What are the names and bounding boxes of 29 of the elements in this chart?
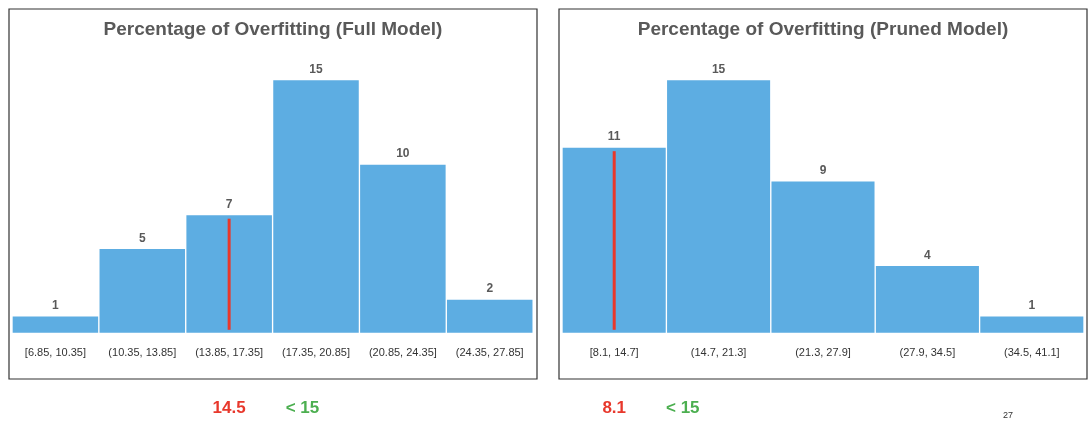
data-label: 15 — [711, 61, 726, 76]
chart-title: Percentage of Overfitting (Full Model) — [103, 17, 443, 39]
data-label: 15 — [309, 61, 323, 76]
x-tick-label: (20.85, 24.35] — [368, 346, 437, 359]
x-tick-label: (27.9, 34.5] — [899, 346, 956, 359]
x-tick-label: [6.85, 10.35] — [24, 346, 87, 359]
text: < 15 — [666, 397, 700, 417]
x-tick-label: (34.5, 41.1] — [1003, 346, 1060, 359]
data-label: 1 — [52, 298, 60, 313]
data-label: 1 — [1028, 298, 1036, 313]
data-label: 11 — [607, 129, 621, 144]
x-tick-label: (21.3, 27.9] — [795, 346, 851, 359]
data-label: 10 — [396, 146, 410, 161]
chart-title: Percentage of Overfitting (Pruned Model) — [637, 17, 1009, 39]
x-tick-label: [8.1, 14.7] — [589, 346, 639, 359]
x-tick-label: (10.35, 13.85] — [108, 346, 177, 359]
x-tick-label: (13.85, 17.35] — [195, 346, 264, 359]
x-tick-label: (24.35, 27.85] — [455, 346, 524, 359]
data-label: 5 — [138, 230, 146, 245]
data-label: 7 — [225, 196, 233, 211]
x-tick-label: (17.35, 20.85] — [282, 346, 350, 359]
data-label: 9 — [819, 163, 827, 178]
ref-line-label: 14.5 — [212, 397, 246, 417]
ref-line-label: 8.1 — [602, 397, 627, 417]
data-label: 2 — [486, 281, 494, 296]
x-tick-label: (14.7, 21.3] — [690, 346, 747, 359]
text: < 15 — [285, 397, 320, 417]
data-label: 4 — [924, 247, 932, 262]
text: 27 — [1002, 410, 1014, 421]
